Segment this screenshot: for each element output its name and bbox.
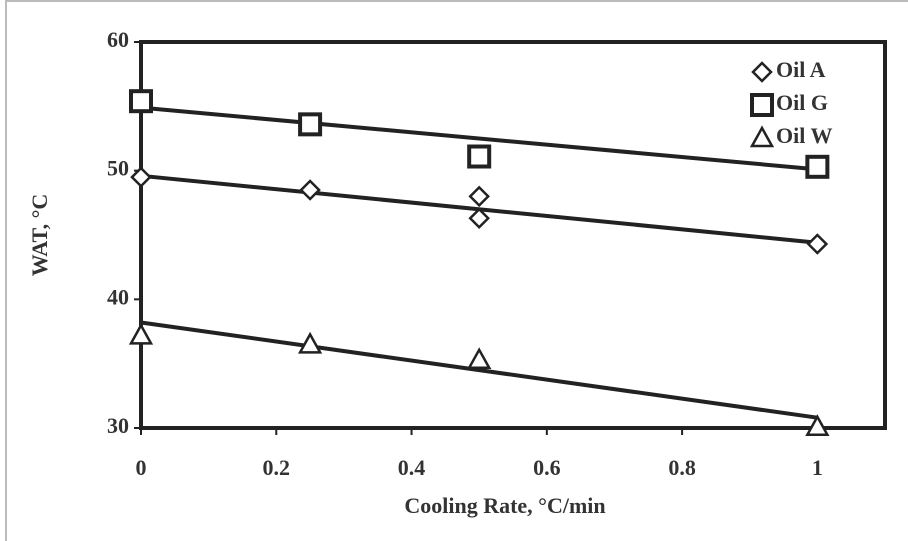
x-tick-label: 0 (136, 455, 147, 480)
x-axis-label: Cooling Rate, °C/min (404, 493, 605, 518)
y-tick-label: 50 (107, 156, 129, 181)
y-tick-label: 60 (107, 27, 129, 52)
legend-label: Oil A (776, 57, 826, 82)
x-tick-label: 0.8 (668, 455, 696, 480)
marker-square (807, 157, 827, 177)
chart: Cooling Rate, °C/min WAT, °C 0 0.2 0.4 0.6 0… (0, 0, 908, 541)
y-tick-label: 40 (107, 284, 129, 309)
legend-label: Oil G (776, 90, 828, 115)
x-tick-label: 0.6 (533, 455, 561, 480)
y-tick-label: 30 (107, 413, 129, 438)
x-tick-label: 1 (812, 455, 823, 480)
marker-square (300, 114, 320, 134)
marker-square (469, 147, 489, 167)
legend-label: Oil W (776, 123, 832, 148)
x-tick-label: 0.2 (263, 455, 291, 480)
x-tick-label: 0.4 (398, 455, 426, 480)
legend-marker (752, 95, 772, 115)
marker-square (131, 91, 151, 111)
y-axis-label: WAT, °C (27, 194, 52, 277)
